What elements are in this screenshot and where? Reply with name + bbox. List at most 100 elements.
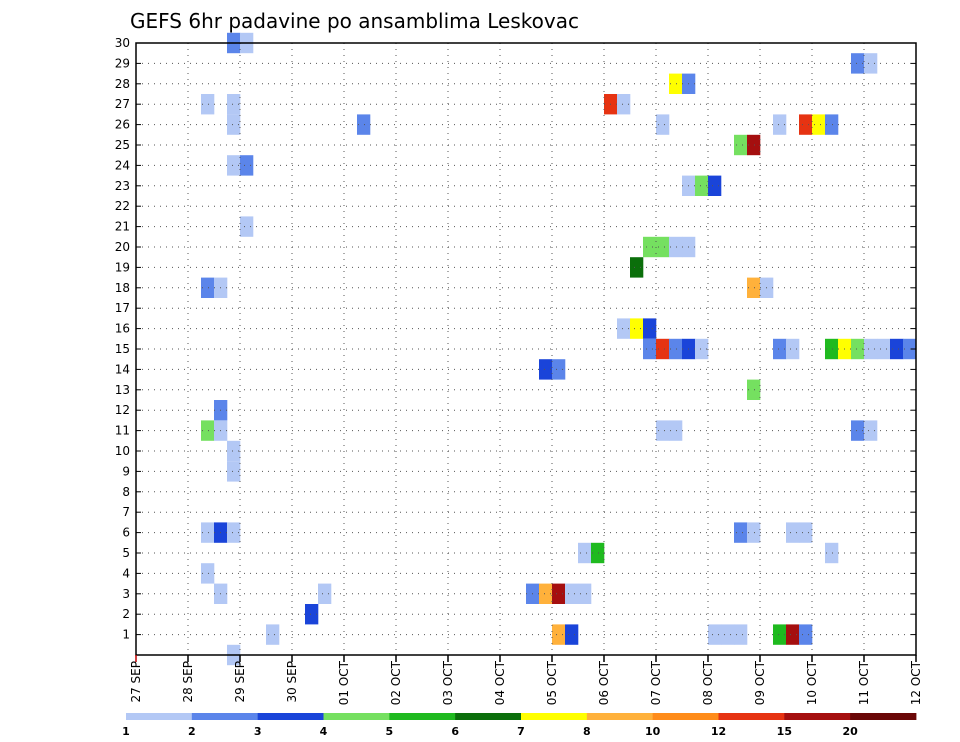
heatmap-cell	[227, 114, 241, 135]
heatmap-cell	[643, 318, 657, 339]
heatmap-cell	[227, 461, 241, 482]
y-tick-label: 5	[122, 546, 130, 560]
heatmap-cell	[747, 277, 761, 298]
heatmap-cell	[357, 114, 371, 135]
y-tick-label: 8	[122, 485, 130, 499]
heatmap-cell	[552, 624, 566, 645]
heatmap-cell	[877, 338, 891, 360]
legend-label: 7	[517, 725, 525, 738]
legend-label: 5	[386, 725, 394, 738]
y-tick-label: 19	[115, 260, 130, 274]
x-tick-label: 07 OCT	[649, 660, 663, 705]
y-tick-label: 21	[115, 220, 130, 234]
x-tick-label: 27 SEP	[129, 661, 143, 703]
x-tick-label: 09 OCT	[753, 660, 767, 705]
legend-label: 6	[451, 725, 459, 738]
y-tick-label: 11	[115, 424, 130, 438]
x-tick-label: 10 OCT	[805, 660, 819, 705]
y-tick-label: 12	[115, 403, 130, 417]
y-tick-label: 23	[115, 179, 130, 193]
heatmap-cell	[851, 53, 865, 74]
legend-label: 1	[122, 725, 130, 738]
y-tick-label: 13	[115, 383, 130, 397]
heatmap-cell	[630, 318, 644, 339]
y-tick-label: 7	[122, 505, 130, 519]
x-tick-label: 08 OCT	[701, 660, 715, 705]
chart-title: GEFS 6hr padavine po ansamblima Leskovac	[130, 9, 579, 33]
legend-swatch	[389, 713, 456, 720]
heatmap-cell	[825, 542, 839, 564]
x-axis: 27 SEP 28 SEP 29 SEP 30 SEP 01 OCT 02 OCT 03 O…	[129, 655, 923, 705]
legend-label: 15	[777, 725, 792, 738]
x-tick-label: 02 OCT	[389, 660, 403, 705]
y-tick-label: 22	[115, 199, 130, 213]
y-tick-label: 30	[115, 36, 130, 50]
heatmap-cell	[617, 94, 631, 115]
heatmap-cell	[539, 583, 553, 604]
y-tick-label: 26	[115, 118, 130, 132]
heatmap-cell	[643, 236, 657, 258]
heatmap-cell	[786, 522, 800, 543]
heatmap-cell	[721, 624, 735, 645]
heatmap-cell	[617, 318, 631, 339]
heatmap-cell	[656, 420, 670, 441]
y-tick-label: 25	[115, 138, 130, 152]
heatmap-cell	[669, 236, 683, 258]
heatmap-cell	[825, 114, 839, 135]
x-tick-label: 12 OCT	[909, 660, 923, 705]
heatmap-cell	[565, 583, 579, 604]
heatmap-cell	[773, 624, 787, 645]
heatmap-cell	[669, 420, 683, 441]
heatmap-cell	[201, 277, 215, 298]
y-tick-label: 14	[115, 362, 130, 376]
heatmap-cell	[552, 583, 566, 604]
heatmap-cell	[227, 155, 241, 176]
x-tick-label: 30 SEP	[285, 661, 299, 703]
legend-label: 8	[583, 725, 591, 738]
y-tick-label: 9	[122, 464, 130, 478]
y-tick-label: 10	[115, 444, 130, 458]
legend-label: 3	[254, 725, 262, 738]
legend-swatch	[586, 713, 654, 720]
y-tick-label: 27	[115, 97, 130, 111]
y-tick-label: 18	[115, 281, 130, 295]
heatmap-cell	[643, 338, 657, 360]
y-tick-label: 28	[115, 77, 130, 91]
heatmap-cell	[227, 94, 241, 115]
x-tick-label: 28 SEP	[181, 661, 195, 703]
heatmap-cell	[890, 338, 904, 360]
heatmap-cell	[227, 440, 241, 462]
heatmap-cell	[305, 604, 319, 625]
y-tick-label: 20	[115, 240, 130, 254]
heatmap-cell	[747, 522, 761, 543]
heatmap-cell	[201, 522, 215, 543]
heatmap-cell	[591, 542, 605, 564]
heatmap-cell	[734, 134, 748, 156]
heatmap-cell	[773, 114, 787, 135]
heatmap-cell	[669, 338, 683, 360]
legend-label: 12	[711, 725, 726, 738]
heatmap-cell	[240, 216, 254, 237]
legend-label: 4	[320, 725, 328, 738]
heatmap-cell	[799, 114, 813, 135]
heatmap-cell	[227, 522, 241, 543]
heatmap-cell	[708, 175, 722, 196]
y-tick-label: 1	[122, 628, 130, 642]
heatmap-cell	[734, 522, 748, 543]
heatmap-cell	[240, 155, 254, 176]
legend-swatch	[718, 713, 785, 720]
heatmap-cell	[201, 94, 215, 115]
y-tick-label: 15	[115, 342, 130, 356]
heatmap-cell	[708, 624, 722, 645]
y-tick-label: 24	[115, 158, 130, 172]
legend-swatch	[455, 713, 522, 720]
heatmap-cell	[799, 522, 813, 543]
heatmap-cell	[539, 359, 553, 380]
heatmap-cell	[695, 338, 709, 360]
legend-label: 2	[188, 725, 196, 738]
legend-label: 10	[645, 725, 661, 738]
heatmap-cell	[903, 338, 917, 360]
heatmap-cell	[578, 583, 592, 604]
